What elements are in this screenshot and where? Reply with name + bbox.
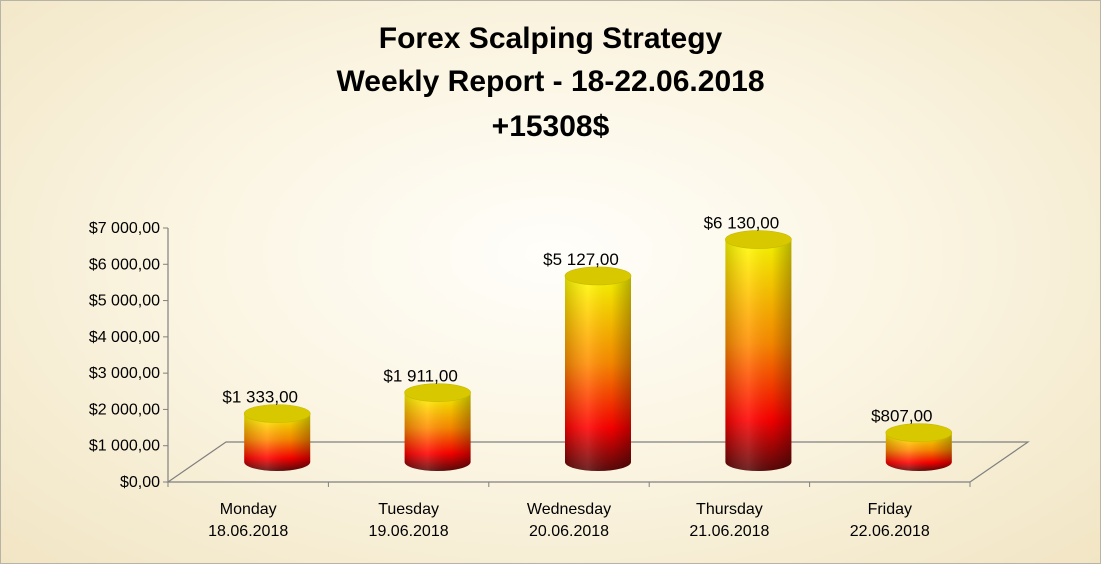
data-label: $1 333,00 <box>222 388 298 407</box>
y-tick-label: $5 000,00 <box>89 293 160 310</box>
chart-title-line-2: Weekly Report - 18-22.06.2018 <box>336 65 765 98</box>
x-category-label: Tuesday <box>378 501 439 518</box>
chart-title-line-1: Forex Scalping Strategy <box>378 22 723 55</box>
bar <box>243 404 311 472</box>
y-tick-label: $4 000,00 <box>89 329 160 346</box>
y-tick-label: $2 000,00 <box>89 401 160 418</box>
x-category-label: 20.06.2018 <box>529 523 609 540</box>
x-category-label: 22.06.2018 <box>850 523 930 540</box>
x-category-label: Monday <box>220 501 277 518</box>
x-category-label: Wednesday <box>527 501 611 518</box>
y-tick-label: $0,00 <box>120 474 160 491</box>
data-label: $5 127,00 <box>543 250 619 269</box>
bar-top <box>404 383 471 402</box>
chart-floor <box>166 441 1030 483</box>
bar-top <box>885 423 953 443</box>
bar-shading <box>244 413 311 472</box>
bar-shading <box>885 432 952 471</box>
data-label: $6 130,00 <box>704 214 780 233</box>
y-tick-label: $1 000,00 <box>89 438 160 455</box>
bar-shading <box>404 392 471 471</box>
y-tick-label: $6 000,00 <box>89 256 160 273</box>
y-tick-label: $7 000,00 <box>89 220 160 237</box>
bar <box>885 423 953 471</box>
bar <box>404 383 471 471</box>
bar-shading <box>565 275 631 471</box>
bar-top <box>725 230 792 249</box>
x-category-label: 19.06.2018 <box>369 523 449 540</box>
bar <box>564 266 632 471</box>
y-tick-label: $3 000,00 <box>89 365 160 382</box>
data-label: $807,00 <box>871 407 932 426</box>
x-category-label: 21.06.2018 <box>689 523 769 540</box>
x-category-label: 18.06.2018 <box>208 523 288 540</box>
x-category-label: Thursday <box>696 501 763 518</box>
data-label: $1 911,00 <box>383 367 457 386</box>
bar-shading <box>725 239 792 471</box>
chart-title-line-3: +15308$ <box>491 110 610 143</box>
bar-top <box>564 266 632 286</box>
bar-top <box>243 404 311 423</box>
bar <box>725 230 792 471</box>
x-category-label: Friday <box>868 501 912 518</box>
